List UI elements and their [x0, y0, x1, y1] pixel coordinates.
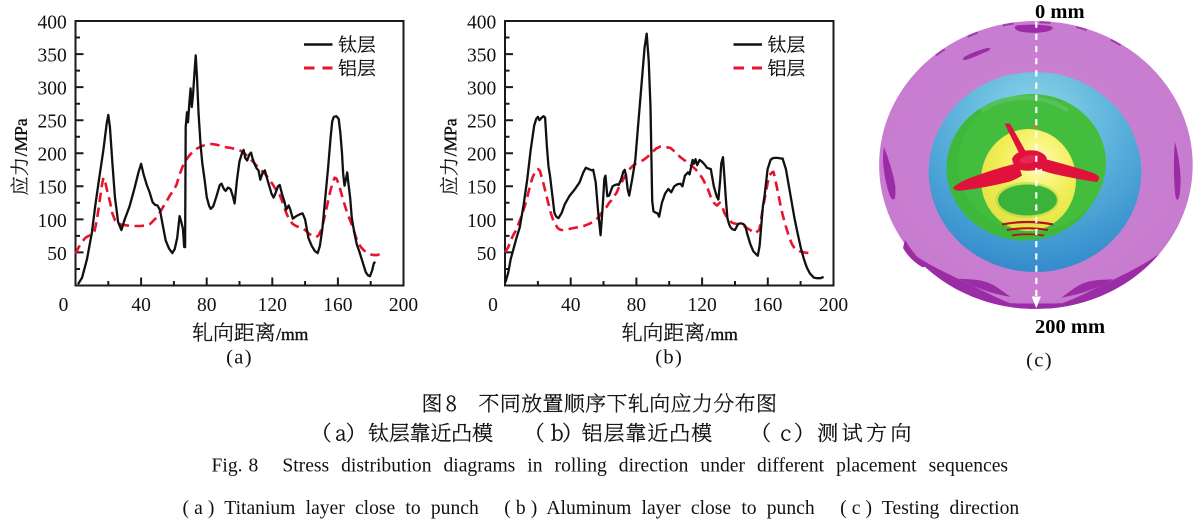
- svg-text:350: 350: [38, 46, 67, 67]
- svg-text:Fig. 8 Stress distribution: Fig. 8 Stress distribution diagrams in r…: [212, 456, 1009, 477]
- svg-text:40: 40: [561, 295, 581, 316]
- svg-text:200: 200: [38, 145, 67, 166]
- svg-text:40: 40: [131, 295, 151, 316]
- svg-text:200: 200: [819, 295, 848, 316]
- svg-text:150: 150: [38, 178, 67, 199]
- svg-text:150: 150: [467, 178, 496, 199]
- svg-text:(c): (c): [1026, 350, 1053, 372]
- svg-text:160: 160: [753, 295, 782, 316]
- svg-text:400: 400: [38, 12, 67, 33]
- svg-text:50: 50: [47, 244, 67, 265]
- svg-text:100: 100: [38, 211, 67, 232]
- svg-text:100: 100: [467, 211, 496, 232]
- svg-text:120: 120: [258, 295, 287, 316]
- svg-text:80: 80: [197, 295, 217, 316]
- svg-text:(b): (b): [655, 347, 683, 369]
- svg-text:0 mm: 0 mm: [1035, 1, 1085, 23]
- svg-text:(a): (a): [226, 347, 253, 369]
- svg-text:250: 250: [467, 112, 496, 133]
- svg-text:160: 160: [323, 295, 352, 316]
- svg-text:( a ) Titanium layer close: ( a ) Titanium layer close to punch ( b …: [183, 498, 1020, 519]
- svg-text:50: 50: [477, 244, 497, 265]
- svg-text:400: 400: [467, 12, 496, 33]
- svg-text:350: 350: [467, 46, 496, 67]
- svg-text:200: 200: [467, 145, 496, 166]
- svg-text:80: 80: [627, 295, 647, 316]
- svg-text:0: 0: [59, 295, 69, 316]
- svg-text:250: 250: [38, 112, 67, 133]
- svg-text:200: 200: [389, 295, 418, 316]
- svg-text:300: 300: [467, 79, 496, 100]
- svg-text:0: 0: [488, 295, 498, 316]
- svg-text:200 mm: 200 mm: [1035, 316, 1105, 338]
- svg-text:120: 120: [687, 295, 716, 316]
- svg-text:300: 300: [38, 79, 67, 100]
